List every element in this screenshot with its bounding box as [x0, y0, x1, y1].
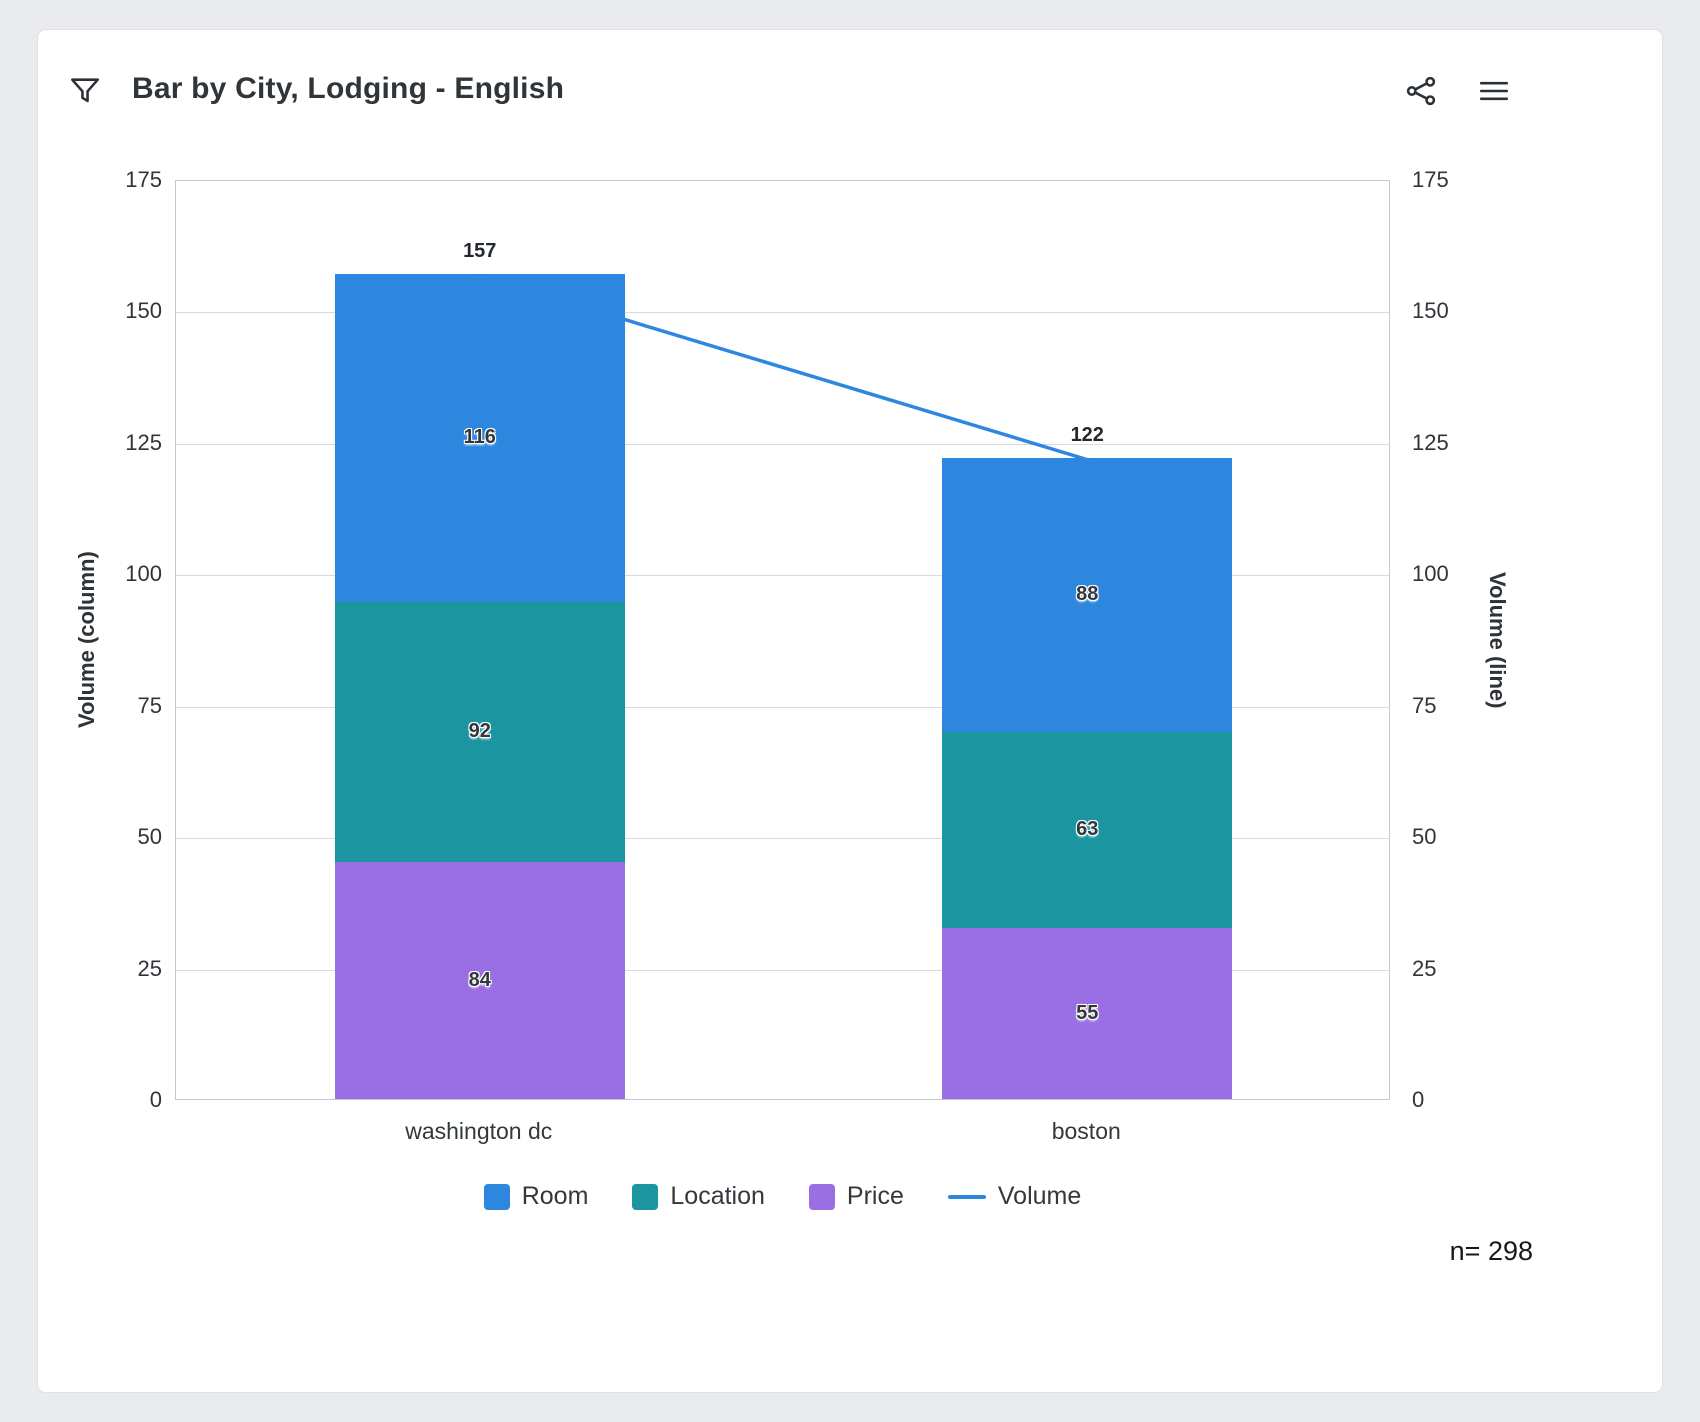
y-tick-left-50: 50 [137, 824, 162, 850]
y-tick-right-75: 75 [1412, 692, 1437, 718]
y-axis-ticks-left: 0 25 50 75 100 125 150 175 [90, 167, 162, 1112]
bar-segment-location-washington-dc[interactable]: 92 [334, 601, 625, 862]
bar-segment-location-boston[interactable]: 63 [942, 731, 1233, 928]
legend-item-volume[interactable]: Volume [947, 1182, 1082, 1211]
gridline-25 [176, 969, 1389, 971]
y-tick-left-75: 75 [137, 692, 162, 718]
legend-label: Volume [997, 1182, 1082, 1210]
gridline-50 [176, 838, 1389, 840]
y-tick-left-125: 125 [125, 429, 162, 455]
y-tick-right-125: 125 [1412, 429, 1449, 455]
y-tick-right-175: 175 [1412, 167, 1449, 192]
legend-swatch-room [483, 1183, 510, 1210]
bar-segment-room-washington-dc[interactable]: 116 [334, 273, 625, 602]
bar-segment-price-washington-dc[interactable]: 84 [334, 861, 625, 1099]
y-tick-right-50: 50 [1412, 824, 1437, 850]
legend-item-location[interactable]: Location [632, 1182, 765, 1211]
y-tick-left-25: 25 [137, 955, 162, 981]
y-tick-left-100: 100 [125, 561, 162, 587]
legend-item-room[interactable]: Room [483, 1182, 589, 1211]
x-axis-label-washington-dc: washington dc [405, 1118, 553, 1144]
y-tick-right-150: 150 [1412, 298, 1449, 324]
legend-swatch-location [632, 1183, 659, 1210]
y-tick-right-100: 100 [1412, 561, 1449, 587]
y-tick-left-175: 175 [125, 167, 162, 192]
bar-total-label-boston: 122 [1070, 423, 1104, 446]
chart-title: Bar by City, Lodging - English [132, 72, 565, 105]
legend-label: Location [670, 1182, 765, 1210]
filter-icon[interactable] [68, 74, 102, 108]
x-axis-label-boston: boston [1051, 1118, 1121, 1144]
bar-segment-value: 84 [468, 968, 491, 991]
legend-item-price[interactable]: Price [808, 1182, 904, 1211]
bar-segment-value: 55 [1076, 1001, 1099, 1024]
legend-label: Price [846, 1182, 904, 1210]
y-tick-left-150: 150 [125, 298, 162, 324]
bar-segment-value: 116 [463, 426, 496, 449]
y-axis-title-right: Volume (line) [1485, 571, 1510, 709]
bar-segment-room-boston[interactable]: 88 [942, 457, 1233, 732]
x-axis-labels: washington dc boston [38, 1118, 1662, 1150]
y-tick-right-0: 0 [1412, 1087, 1425, 1112]
chart-header: Bar by City, Lodging - English [38, 30, 1662, 150]
plot-area: 84 92 116 157 55 63 88 122 [175, 180, 1390, 1100]
share-icon[interactable] [1404, 74, 1438, 108]
legend: Room Location Price Volume [175, 1182, 1390, 1211]
legend-line-sample [947, 1194, 986, 1199]
y-tick-right-25: 25 [1412, 955, 1437, 981]
bar-total-label-washington-dc: 157 [463, 239, 497, 262]
bars-layer: 84 92 116 157 55 63 88 122 [176, 181, 1389, 1099]
legend-label: Room [521, 1182, 589, 1210]
bar-segment-value: 88 [1076, 583, 1099, 606]
y-tick-left-0: 0 [149, 1087, 162, 1112]
sample-size-label: n= 298 [1449, 1236, 1533, 1266]
gridline-100 [176, 575, 1389, 577]
gridline-75 [176, 706, 1389, 708]
bar-segment-value: 92 [468, 720, 491, 743]
bar-segment-price-boston[interactable]: 55 [942, 927, 1233, 1099]
legend-swatch-price [808, 1183, 835, 1210]
menu-icon[interactable] [1476, 74, 1512, 108]
bar-segment-value: 63 [1076, 818, 1099, 841]
y-axis-ticks-right: 0 25 50 75 100 125 150 175 [1412, 167, 1484, 1112]
chart-card: Bar by City, Lodging - English Volume (c… [38, 30, 1662, 1392]
